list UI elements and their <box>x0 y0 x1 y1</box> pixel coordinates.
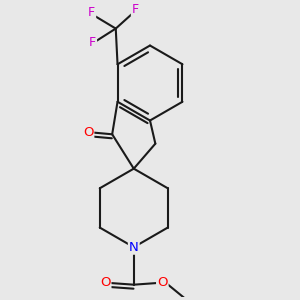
Text: O: O <box>83 126 93 139</box>
Text: F: F <box>132 3 139 16</box>
Text: F: F <box>89 36 96 49</box>
Text: O: O <box>100 276 110 290</box>
Text: O: O <box>157 276 168 290</box>
Text: F: F <box>88 6 95 19</box>
Text: N: N <box>129 241 139 254</box>
